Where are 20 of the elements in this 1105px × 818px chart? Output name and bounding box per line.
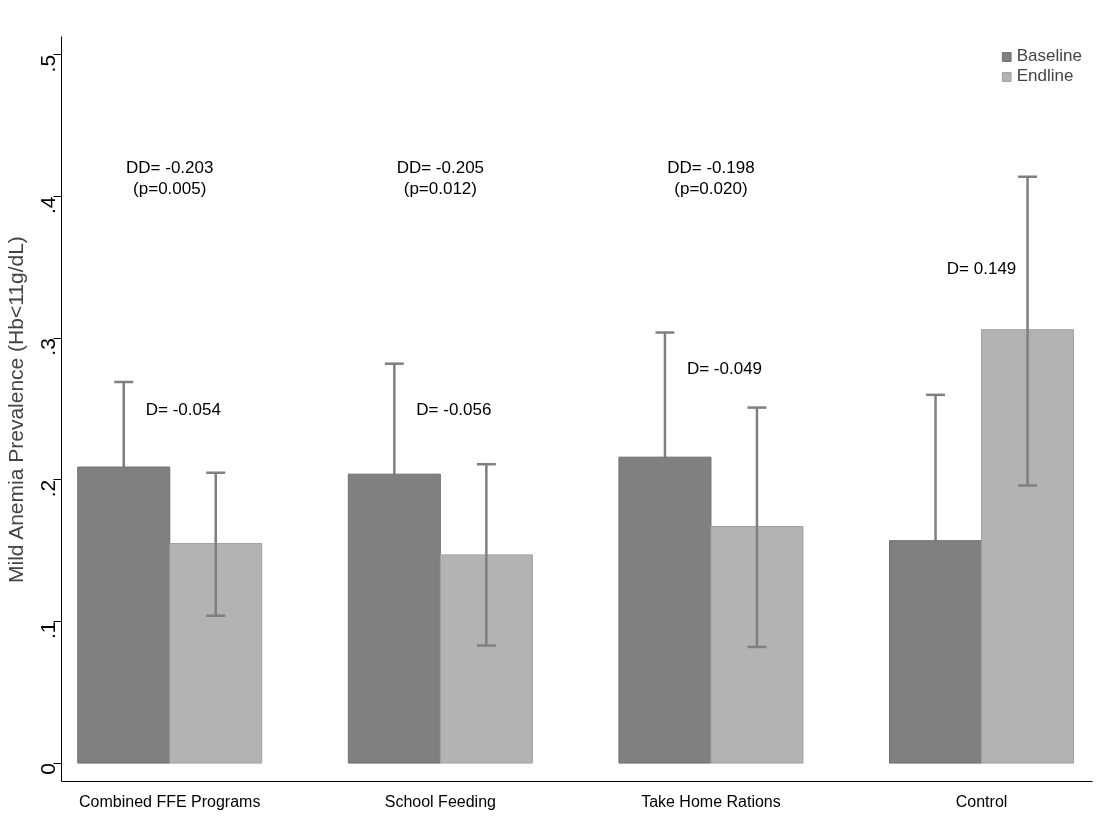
y-tick-label: 0	[36, 763, 60, 775]
x-tick-label: School Feeding	[384, 792, 496, 810]
y-axis-title: Mild Anemia Prevalence (Hb<11g/dL)	[3, 236, 27, 584]
annotation: D= -0.054	[145, 399, 221, 419]
x-tick-label: Combined FFE Programs	[79, 792, 261, 810]
legend-label: Baseline	[1016, 46, 1082, 66]
annotation: DD= -0.203 (p=0.005)	[126, 158, 214, 198]
y-tick-label: .1	[36, 621, 60, 639]
annotation: D= -0.049	[686, 358, 763, 378]
y-tick-label: .2	[36, 479, 60, 498]
x-tick-label: Take Home Rations	[641, 792, 781, 810]
y-tick-label: .3	[36, 338, 60, 356]
annotation: D= 0.149	[946, 259, 1017, 279]
annotation: DD= -0.198 (p=0.020)	[667, 158, 755, 198]
y-tick-label: .4	[36, 196, 60, 215]
y-tick-label: .5	[36, 54, 60, 73]
legend-label: Endline	[1016, 66, 1074, 86]
annotation: D= -0.056	[416, 399, 492, 419]
x-tick-label: Control	[955, 792, 1008, 810]
annotation: DD= -0.205 (p=0.012)	[396, 158, 485, 198]
